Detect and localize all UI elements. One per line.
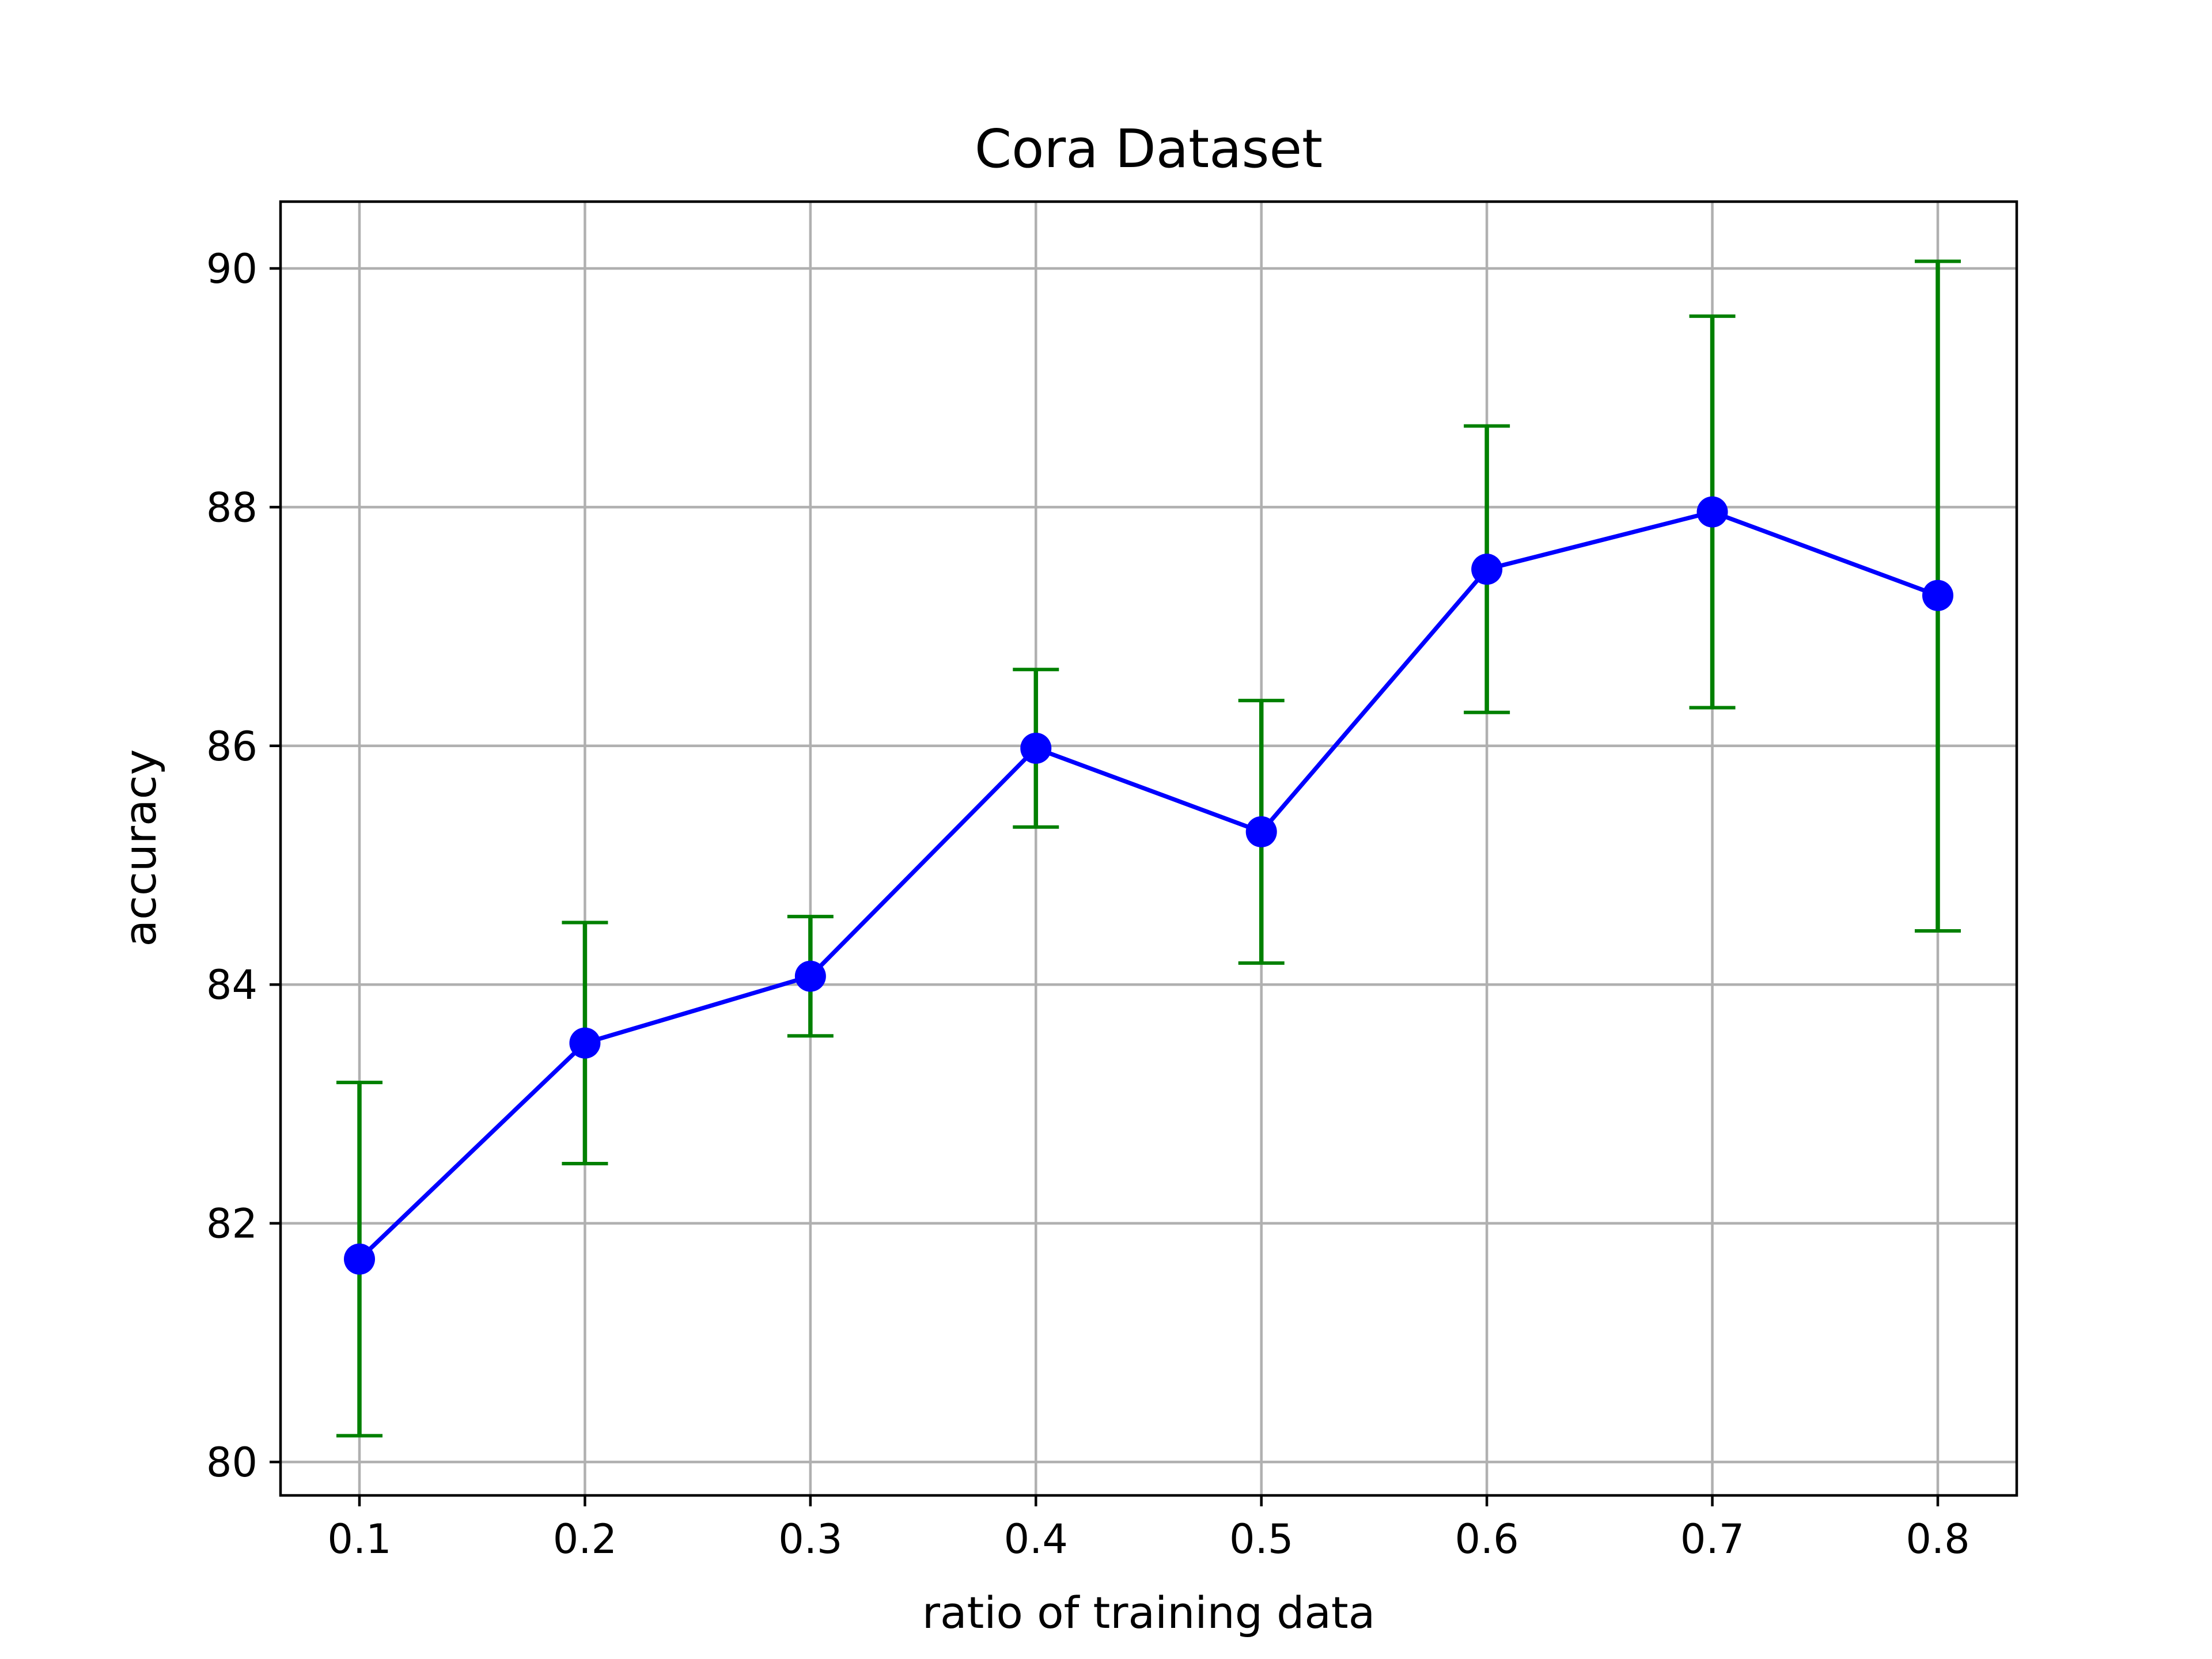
y-tick-label: 84 [206,961,257,1009]
series-line [358,509,1939,1261]
y-tick-label: 86 [206,723,257,770]
x-tick-label: 0.4 [1004,1516,1068,1563]
x-tick-label: 0.6 [1455,1516,1518,1563]
data-point [1696,496,1728,528]
data-point [1245,816,1277,847]
x-tick-label: 0.3 [778,1516,842,1563]
data-point [569,1027,601,1059]
data-point [1020,732,1052,764]
x-tick-label: 0.1 [327,1516,391,1563]
y-tick-label: 90 [206,245,257,293]
x-tick-label: 0.2 [553,1516,617,1563]
x-tick-label: 0.8 [1906,1516,1969,1563]
plot-area [281,202,2017,1495]
x-axis-title: ratio of training data [922,1587,1376,1638]
x-tick-label: 0.7 [1680,1516,1744,1563]
data-point [1922,579,1953,611]
y-tick-label: 82 [206,1200,257,1248]
y-tick-label: 80 [206,1439,257,1486]
axes-frame [279,200,2018,1497]
x-tick-label: 0.5 [1229,1516,1293,1563]
y-axis-title: accuracy [115,749,166,947]
data-point [1471,554,1503,585]
data-point [344,1243,375,1275]
data-point [794,960,826,992]
y-tick-label: 88 [206,484,257,531]
chart-title: Cora Dataset [975,118,1323,180]
